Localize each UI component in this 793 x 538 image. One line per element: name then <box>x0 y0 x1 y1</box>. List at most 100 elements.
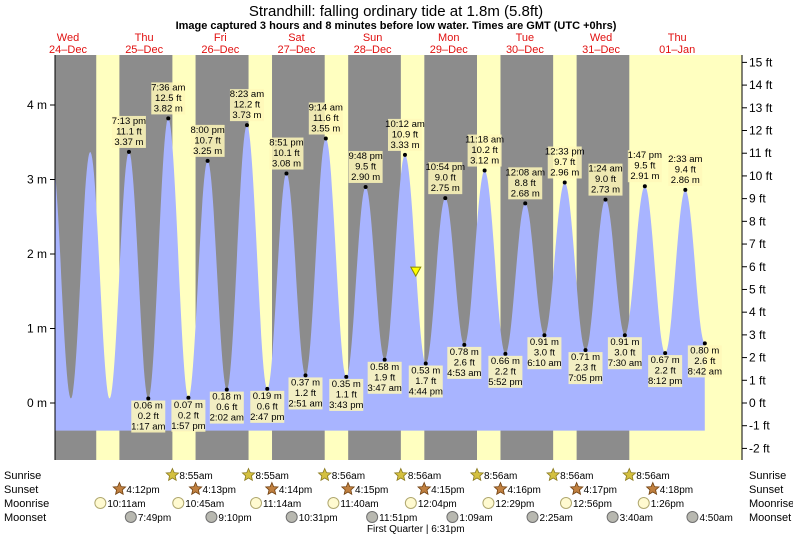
extreme-label-line3: 3.73 m <box>232 110 261 121</box>
day-label-date: 26–Dec <box>201 44 239 56</box>
extreme-point <box>443 196 448 201</box>
moon-icon <box>526 511 539 523</box>
extreme-label-line1: 12:33 pm <box>545 146 585 157</box>
extreme-label-line3: 2:47 pm <box>250 412 284 423</box>
event-time: 4:18pm <box>660 485 693 496</box>
extreme-label-line3: 2.68 m <box>511 188 540 199</box>
day-label-date: 29–Dec <box>430 44 468 56</box>
extreme-label-line1: 0.19 m <box>253 391 282 402</box>
extreme-label-bg <box>527 337 562 370</box>
extreme-label-line2: 1.7 ft <box>415 376 436 387</box>
y-tick-label-right: 12 ft <box>749 124 773 138</box>
plot-area: 0 m 1 m 2 m 3 m 4 m -2 ft -1 ft 0 ft 1 ft 2 ft 3 … <box>27 55 773 460</box>
extreme-label-line3: 2.90 m <box>351 172 380 183</box>
extreme-label-line3: 2:51 am <box>288 398 322 409</box>
extreme-label-line1: 0.66 m <box>491 356 520 367</box>
event-time: 12:29pm <box>495 499 534 510</box>
sunset-icon <box>645 481 660 496</box>
extreme-label-line2: 1.9 ft <box>374 372 395 383</box>
extreme-label-line3: 3.37 m <box>114 137 143 148</box>
extreme-label-line2: 9.7 ft <box>554 157 575 168</box>
event-time: 8:55am <box>179 471 212 482</box>
row-label-right: Moonrise <box>749 498 793 510</box>
extreme-label-bg <box>668 153 703 186</box>
sunset-icon <box>188 481 203 496</box>
extreme-label-line2: 0.2 ft <box>138 411 159 422</box>
event-time: 10:31pm <box>299 513 338 524</box>
moon-phase-note: First Quarter | 6:31pm <box>367 524 465 535</box>
row-label-left: Moonset <box>4 512 46 524</box>
extreme-point <box>523 201 528 206</box>
day-label-dow: Sun <box>363 32 383 44</box>
extreme-label-line3: 3.55 m <box>311 124 340 135</box>
extreme-label-line3: 3.25 m <box>193 146 222 157</box>
extreme-label-line1: 0.78 m <box>450 347 479 358</box>
extreme-label-line1: 0.71 m <box>571 352 600 363</box>
event-time: 10:11am <box>107 499 145 510</box>
y-tick-label-right: 14 ft <box>749 78 773 92</box>
extreme-label-line2: 9.0 ft <box>595 174 616 185</box>
day-label-dow: Wed <box>590 32 612 44</box>
extreme-label-bg <box>229 89 264 122</box>
extreme-label-bg <box>568 352 603 385</box>
chart-title: Strandhill: falling ordinary tide at 1.8… <box>249 3 543 20</box>
event-time: 11:40am <box>340 499 378 510</box>
extreme-point <box>402 152 407 157</box>
moon-icon <box>205 511 218 523</box>
extreme-label-bg <box>408 365 443 398</box>
event-time: 4:14pm <box>279 485 312 496</box>
extreme-label-line2: 11.1 ft <box>116 126 142 137</box>
extreme-label-line3: 7:05 pm <box>568 373 602 384</box>
chart-subtitle: Image captured 3 hours and 8 minutes bef… <box>176 20 617 32</box>
moon-icon <box>172 497 185 509</box>
extreme-point <box>603 197 608 202</box>
y-axis-feet: -2 ft -1 ft 0 ft 1 ft 2 ft 3 ft 4 ft 5 ft 6 ft 7 … <box>741 55 773 460</box>
y-tick-label-left: 4 m <box>27 98 47 112</box>
event-time: 1:09am <box>459 513 492 524</box>
extreme-label-line1: 0.53 m <box>411 366 440 377</box>
sunset-icon <box>493 481 508 496</box>
extreme-label-bg <box>111 115 146 148</box>
extreme-label-line1: 10:12 am <box>385 119 425 130</box>
moon-icon <box>686 511 699 523</box>
extreme-label-line2: 2.2 ft <box>655 366 676 377</box>
extreme-label-line3: 3.82 m <box>154 103 183 114</box>
extreme-label-line3: 3.33 m <box>390 140 419 151</box>
event-time: 11:14am <box>263 499 301 510</box>
extreme-point <box>186 395 191 400</box>
extreme-label-line1: 9:14 am <box>309 103 343 114</box>
extreme-label-line2: 3.0 ft <box>614 348 635 359</box>
extreme-label-line2: 10.2 ft <box>471 145 498 156</box>
extreme-label-line2: 0.2 ft <box>178 410 199 421</box>
sun-icon <box>317 467 332 482</box>
current-tide-triangle <box>409 266 422 278</box>
extreme-label-line1: 0.35 m <box>332 379 361 390</box>
extreme-point <box>622 333 627 338</box>
extreme-label-line1: 2:33 am <box>668 154 702 165</box>
moon-icon <box>560 497 573 509</box>
extreme-point <box>265 386 270 391</box>
y-tick-label-right: 11 ft <box>749 146 772 160</box>
extreme-point <box>224 387 229 392</box>
extreme-point <box>542 333 547 338</box>
extreme-point <box>363 184 368 189</box>
day-label-dow: Thu <box>668 32 687 44</box>
extreme-label-line1: 8:00 pm <box>190 125 224 136</box>
event-time: 8:56am <box>484 471 517 482</box>
y-tick-label-right: 10 ft <box>749 169 773 183</box>
extreme-label-bg <box>269 137 304 170</box>
row-label-left: Sunrise <box>4 470 41 482</box>
extreme-label-bg <box>588 163 623 196</box>
extreme-label-bg <box>447 346 482 379</box>
extreme-label-line2: 9.0 ft <box>435 173 456 184</box>
extreme-label-line1: 0.07 m <box>174 400 203 411</box>
y-tick-label-left: 3 m <box>27 173 47 187</box>
day-label-dow: Sat <box>288 32 305 44</box>
extreme-label-line1: 1:47 pm <box>628 150 662 161</box>
extreme-label-line3: 7:30 am <box>608 358 642 369</box>
moon-icon <box>404 497 417 509</box>
sunset-icon <box>264 481 279 496</box>
extreme-label-line2: 0.6 ft <box>257 401 278 412</box>
extreme-point <box>642 184 647 189</box>
